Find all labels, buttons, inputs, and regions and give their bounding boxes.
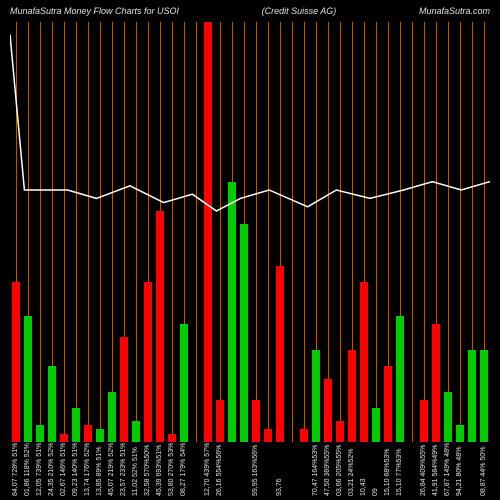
x-axis-label: 70,47 164%53% — [312, 440, 319, 496]
x-axis-label: 23,57 233% 51% — [120, 440, 127, 496]
site-name: MunafaSutra.com — [419, 6, 490, 16]
x-axis-labels: 84,07 728% 51% 01,86 118% 52% 12,05 739% 5… — [10, 440, 490, 496]
x-axis-label: 53,80 270% 53% — [168, 440, 175, 496]
x-axis-label: 13,74 176% 52% — [84, 440, 91, 496]
x-axis-label: 94,21 80% 48% — [456, 440, 463, 496]
x-axis-label: 02,67 146% 51% — [60, 440, 67, 496]
x-axis-label: 93,76 — [276, 440, 283, 496]
x-axis-label: 12,70 439% 57% — [204, 440, 211, 496]
x-axis-label: 32,58 570%50% — [144, 440, 151, 496]
x-axis-label: 09 — [372, 440, 379, 496]
x-axis-label: 09,23 140% 51% — [72, 440, 79, 496]
x-axis-label: 03,66 205%55% — [336, 440, 343, 496]
x-axis-label: 26,16 554%56% — [216, 440, 223, 496]
x-axis-label: 26,84 409%55% — [420, 440, 427, 496]
x-axis-label: 45,07 219% 52% — [108, 440, 115, 496]
x-axis-label: 47,50 369%55% — [324, 440, 331, 496]
chart-header: MunafaSutra Money Flow Charts for USOI (… — [10, 6, 490, 16]
x-axis-label: 11,02 52% 51% — [132, 440, 139, 496]
x-axis-label: 41,91 584%49% — [432, 440, 439, 496]
x-axis-label: 67,87 149% 48% — [444, 440, 451, 496]
x-axis-label: 13,85 89% 51% — [96, 440, 103, 496]
x-axis-label: 84,07 728% 51% — [12, 440, 19, 496]
company-name: (Credit Suisse AG) — [262, 6, 337, 16]
x-axis-label: 15,10 77%53% — [396, 440, 403, 496]
x-axis-label: 01,86 118% 52% — [24, 440, 31, 496]
x-axis-label: 15,10 68%53% — [384, 440, 391, 496]
x-axis-label: 03,21 24%52% — [348, 440, 355, 496]
x-axis-label: 08,27 179% 54% — [180, 440, 187, 496]
money-flow-chart — [10, 22, 490, 442]
price-line-overlay — [10, 22, 490, 442]
x-axis-label: 24,35 210% 52% — [48, 440, 55, 496]
x-axis-label: 45,39 693%51% — [156, 440, 163, 496]
x-axis-label: 08,87 44% 50% — [480, 440, 487, 496]
x-axis-label: 59,95 163%56% — [252, 440, 259, 496]
x-axis-label: 10,43 — [360, 440, 367, 496]
x-axis-label: 12,05 739% 51% — [36, 440, 43, 496]
chart-title: MunafaSutra Money Flow Charts for USOI — [10, 6, 179, 16]
